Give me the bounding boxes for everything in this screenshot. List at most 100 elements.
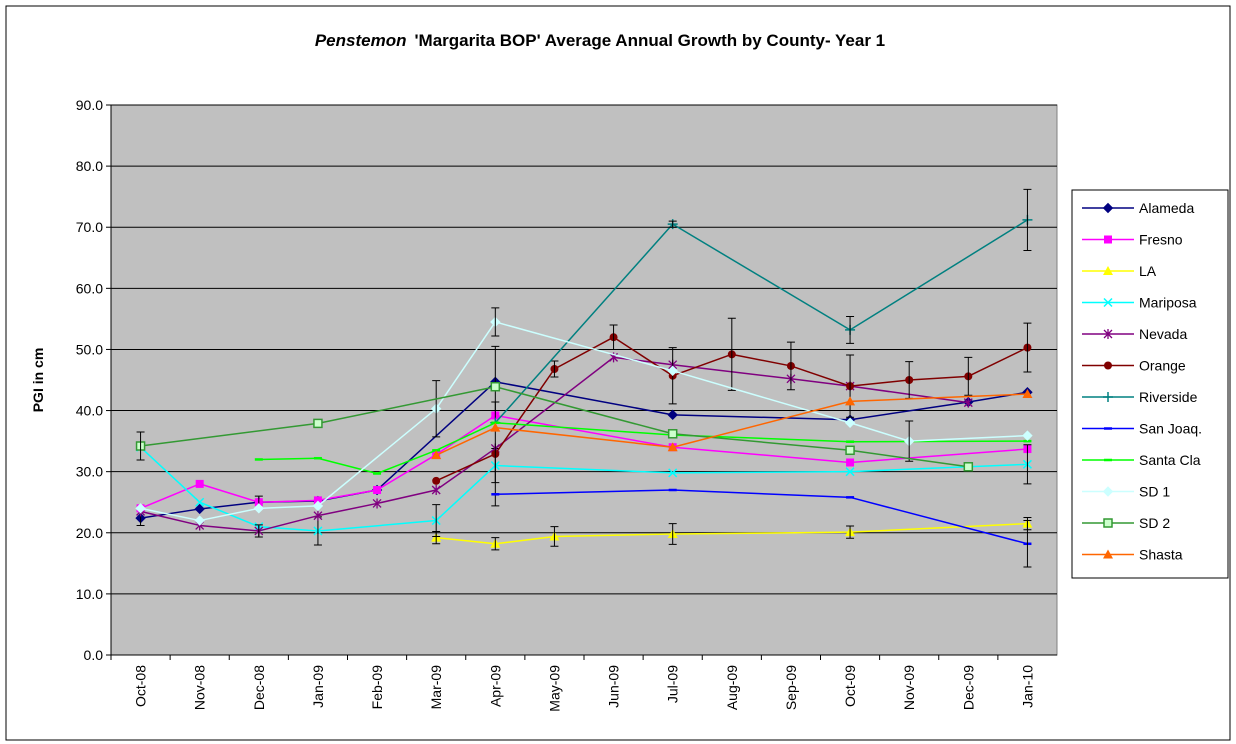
- marker: [1103, 297, 1113, 308]
- marker: [431, 450, 442, 460]
- error-bar: [609, 324, 618, 350]
- line-segment: [849, 496, 1028, 545]
- line-segment: [495, 321, 673, 372]
- x-tick-label: Jan-09: [310, 665, 326, 708]
- line-segment: [495, 414, 673, 448]
- line-segment: [672, 470, 851, 474]
- marker: [1104, 235, 1112, 244]
- marker: [667, 409, 678, 421]
- marker: [313, 496, 322, 505]
- line-segment: [850, 448, 1028, 464]
- line-segment: [199, 501, 259, 510]
- line-segment: [435, 422, 496, 451]
- series: [491, 488, 1032, 546]
- line-segment: [495, 489, 673, 496]
- marker: [1103, 392, 1113, 402]
- line-segment: [554, 336, 614, 370]
- line-segment: [199, 524, 259, 532]
- x-tick-label: Mar-09: [428, 665, 444, 710]
- marker: [1022, 430, 1033, 441]
- marker: [194, 515, 205, 526]
- error-bar: [550, 526, 559, 547]
- error-bar: [786, 341, 795, 391]
- line-segment: [317, 457, 378, 475]
- error-bar: [846, 315, 855, 344]
- line-segment: [672, 433, 851, 452]
- marker: [1102, 486, 1114, 497]
- line-segment: [849, 449, 969, 468]
- y-tick-label: 10.0: [76, 586, 103, 602]
- marker: [844, 417, 856, 428]
- marker: [313, 418, 323, 429]
- marker: [431, 485, 441, 495]
- line-segment: [849, 379, 910, 387]
- marker: [963, 462, 974, 472]
- error-bar: [254, 524, 263, 538]
- line-segment: [140, 510, 200, 527]
- legend-label: Nevada: [1139, 326, 1187, 342]
- legend-label: Fresno: [1139, 232, 1183, 248]
- line-segment: [317, 502, 378, 517]
- x-tick-label: Nov-08: [192, 665, 208, 710]
- y-tick-label: 80.0: [76, 158, 103, 174]
- line-segment: [495, 385, 673, 435]
- y-tick-label: 0.0: [84, 647, 104, 663]
- line-segment: [317, 385, 496, 425]
- line-segment: [790, 365, 851, 387]
- error-bar: [1023, 444, 1032, 485]
- chart-title: Penstemon 'Margarita BOP' Average Annual …: [315, 31, 885, 50]
- title-rest: 'Margarita BOP' Average Annual Growth by…: [414, 31, 885, 50]
- legend-label: SD 2: [1139, 515, 1170, 531]
- line-segment: [258, 525, 318, 532]
- line-segment: [790, 378, 851, 387]
- marker: [313, 510, 323, 521]
- error-bar: [964, 356, 973, 396]
- series: [431, 518, 1033, 548]
- error-bar: [727, 317, 736, 391]
- line-segment: [849, 422, 910, 442]
- x-tick-label: Oct-09: [842, 665, 858, 707]
- marker: [1103, 549, 1113, 559]
- line-segment: [140, 446, 201, 503]
- series: [135, 316, 1033, 526]
- legend: [1071, 189, 1229, 579]
- line-segment: [909, 434, 1028, 442]
- line-segment: [494, 368, 556, 455]
- line-segment: [435, 426, 496, 456]
- error-bar: [491, 307, 500, 337]
- error-bar: [846, 354, 855, 418]
- y-tick-label: 40.0: [76, 403, 103, 419]
- marker: [667, 429, 678, 439]
- marker: [1022, 389, 1033, 399]
- line-segment: [435, 414, 496, 456]
- x-tick-label: Oct-08: [133, 665, 149, 707]
- line-segment: [376, 449, 437, 475]
- error-bar: [668, 523, 677, 545]
- marker: [253, 503, 265, 514]
- x-tick-label: Aug-09: [724, 665, 740, 710]
- legend-label: Santa Cla: [1139, 452, 1201, 468]
- x-tick-label: Feb-09: [369, 665, 385, 710]
- marker: [667, 365, 678, 377]
- x-tick-label: Dec-08: [251, 665, 267, 710]
- series: [136, 442, 1032, 536]
- line-segment: [495, 426, 673, 448]
- line-segment: [850, 522, 1028, 533]
- legend-label: LA: [1139, 263, 1157, 279]
- line-segment: [140, 483, 200, 510]
- error-bar: [1023, 322, 1032, 373]
- marker: [1103, 518, 1113, 528]
- line-segment: [258, 505, 318, 510]
- marker: [490, 422, 501, 432]
- line-segment: [258, 514, 319, 532]
- line-segment: [258, 457, 318, 461]
- legend-label: Alameda: [1139, 200, 1194, 216]
- marker: [195, 479, 204, 488]
- line-segment: [554, 533, 673, 538]
- title-italic: Penstemon: [315, 31, 407, 50]
- x-tick-label: Apr-09: [487, 665, 503, 707]
- marker: [845, 467, 855, 477]
- y-axis-title: PGI in cm: [30, 348, 46, 413]
- error-bar: [432, 380, 441, 438]
